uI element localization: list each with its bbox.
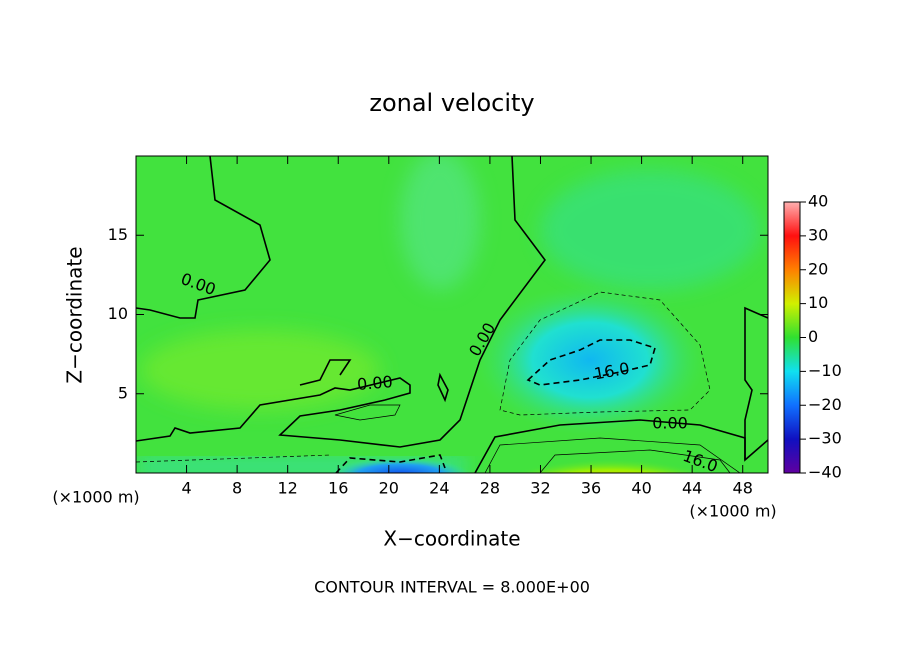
- colorbar-tick-label: 20: [808, 259, 828, 278]
- unit-label: (×1000 m): [52, 488, 139, 507]
- x-tick-label: 28: [480, 479, 500, 498]
- chart-title: zonal velocity: [369, 89, 534, 117]
- x-tick-label: 40: [631, 479, 651, 498]
- colorbar-tick-label: 0: [808, 327, 818, 346]
- x-tick-label: 48: [733, 479, 753, 498]
- x-tick-label: 8: [232, 479, 242, 498]
- colorbar-tick-label: 40: [808, 192, 828, 211]
- field: [136, 156, 768, 473]
- x-tick-label: 4: [181, 479, 191, 498]
- colorbar-tick-label: −40: [808, 463, 842, 482]
- x-tick-label: 16: [328, 479, 348, 498]
- x-tick-label: 44: [682, 479, 702, 498]
- contour-label: 0.00: [652, 414, 688, 433]
- y-tick-label: 10: [108, 304, 128, 323]
- colorbar-tick-label: −30: [808, 429, 842, 448]
- footnote: CONTOUR INTERVAL = 8.000E+00: [314, 578, 590, 597]
- x-tick-label: 12: [278, 479, 298, 498]
- x-tick-label: 20: [379, 479, 399, 498]
- x-tick-label: 24: [429, 479, 449, 498]
- colorbar-tick-label: −20: [808, 395, 842, 414]
- colorbar-tick-label: −10: [808, 361, 842, 380]
- contour-label: 0.00: [356, 372, 393, 394]
- x-axis-label: X−coordinate: [383, 527, 520, 551]
- x-tick-label: 36: [581, 479, 601, 498]
- colorbar: [783, 201, 801, 474]
- y-tick-label: 5: [118, 383, 128, 402]
- x-tick-label: 32: [530, 479, 550, 498]
- y-axis-label: Z−coordinate: [63, 246, 87, 383]
- colorbar-tick-label: 10: [808, 293, 828, 312]
- y-tick-label: 15: [108, 225, 128, 244]
- unit-label: (×1000 m): [689, 502, 776, 521]
- colorbar-tick-label: 30: [808, 225, 828, 244]
